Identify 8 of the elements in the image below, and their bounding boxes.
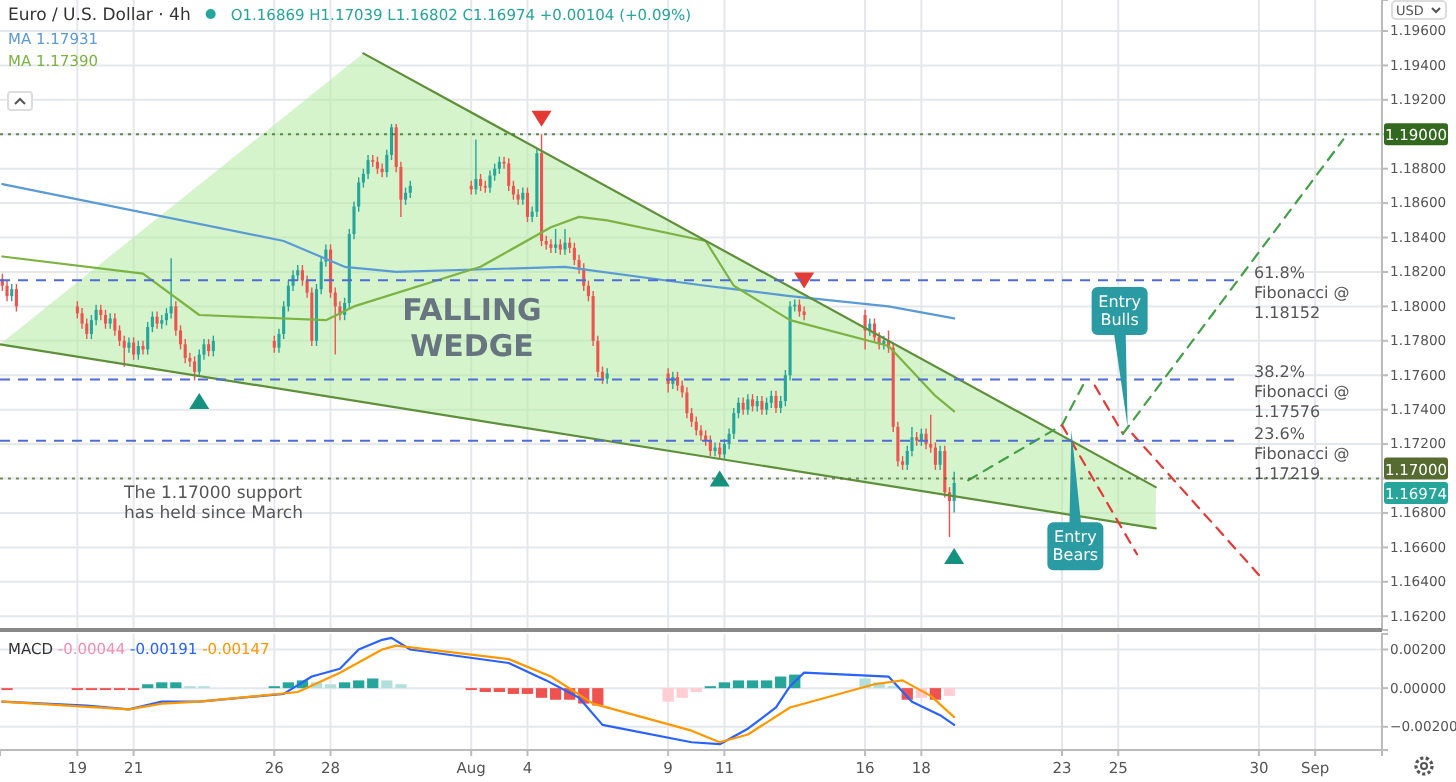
ref-line-label: 38.2% Fibonacci @ 1.17576 — [1254, 363, 1350, 422]
annotation: FALLING WEDGE — [402, 292, 542, 364]
annotation: Entry Bulls — [1098, 292, 1142, 329]
annotation: Entry Bears — [1052, 528, 1099, 565]
annotation: The 1.17000 support has held since March — [122, 484, 304, 524]
ref-line-label: 61.8% Fibonacci @ 1.18152 — [1254, 264, 1350, 323]
ref-line-label: 23.6% Fibonacci @ 1.17219 — [1254, 424, 1350, 483]
chart-title: Euro / U.S. Dollar · 4h — [8, 6, 191, 26]
